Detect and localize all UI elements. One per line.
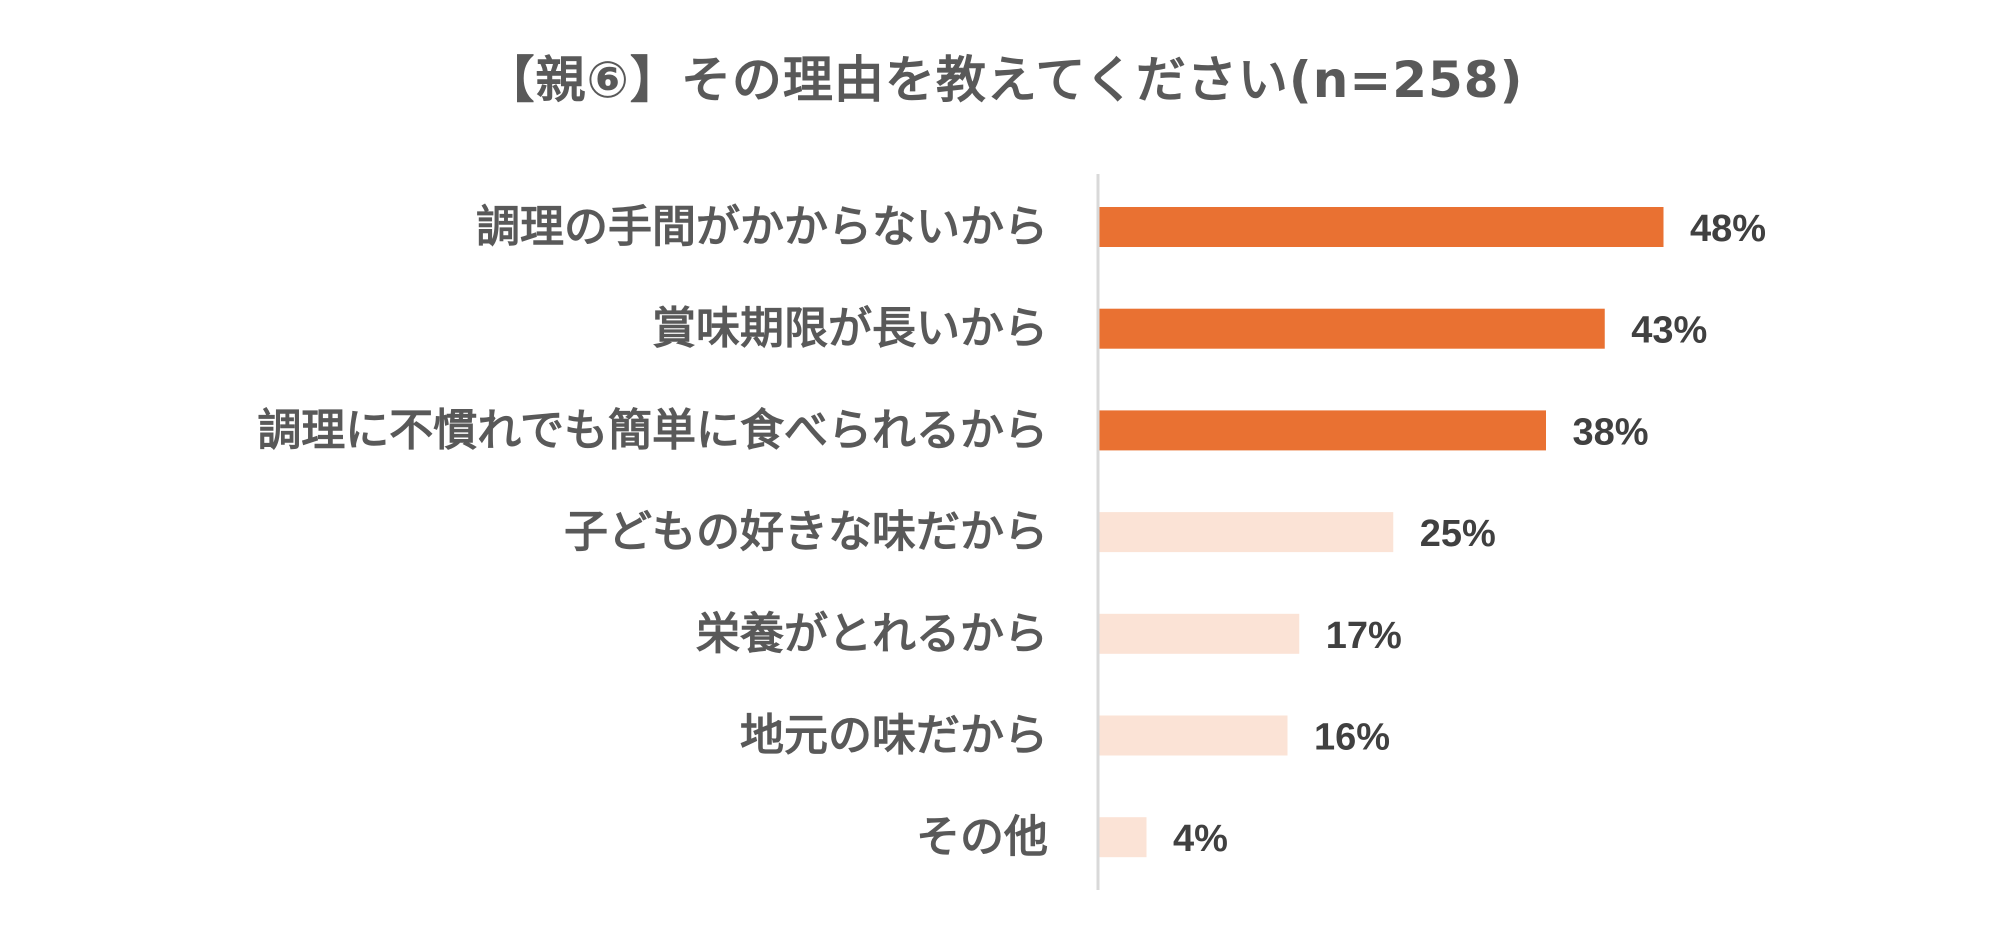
bar-2 [1099,410,1546,451]
value-label-3: 25% [1420,513,1496,555]
value-label-0: 48% [1690,208,1766,250]
bar-1 [1099,308,1605,349]
category-label-4: 栄養がとれるから [696,608,1048,659]
category-label-0: 調理の手間がかからないから [476,202,1048,253]
value-label-5: 16% [1314,717,1390,759]
value-label-4: 17% [1326,615,1402,657]
category-label-3: 子どもの好きな味だから [564,507,1048,558]
category-label-6: その他 [916,812,1048,863]
chart-title: 【親⑥】その理由を教えてください(n=258) [484,51,1524,109]
value-label-6: 4% [1173,818,1228,860]
bar-5 [1099,715,1288,756]
bar-6 [1099,817,1147,858]
value-label-2: 38% [1573,411,1649,453]
bar-3 [1099,512,1394,553]
category-label-2: 調理に不慣れでも簡単に食べられるから [257,405,1048,456]
value-label-1: 43% [1631,310,1707,352]
bar-0 [1099,207,1664,247]
category-label-5: 地元の味だから [740,710,1048,761]
category-label-1: 賞味期限が長いから [652,303,1048,354]
bar-4 [1099,613,1300,654]
